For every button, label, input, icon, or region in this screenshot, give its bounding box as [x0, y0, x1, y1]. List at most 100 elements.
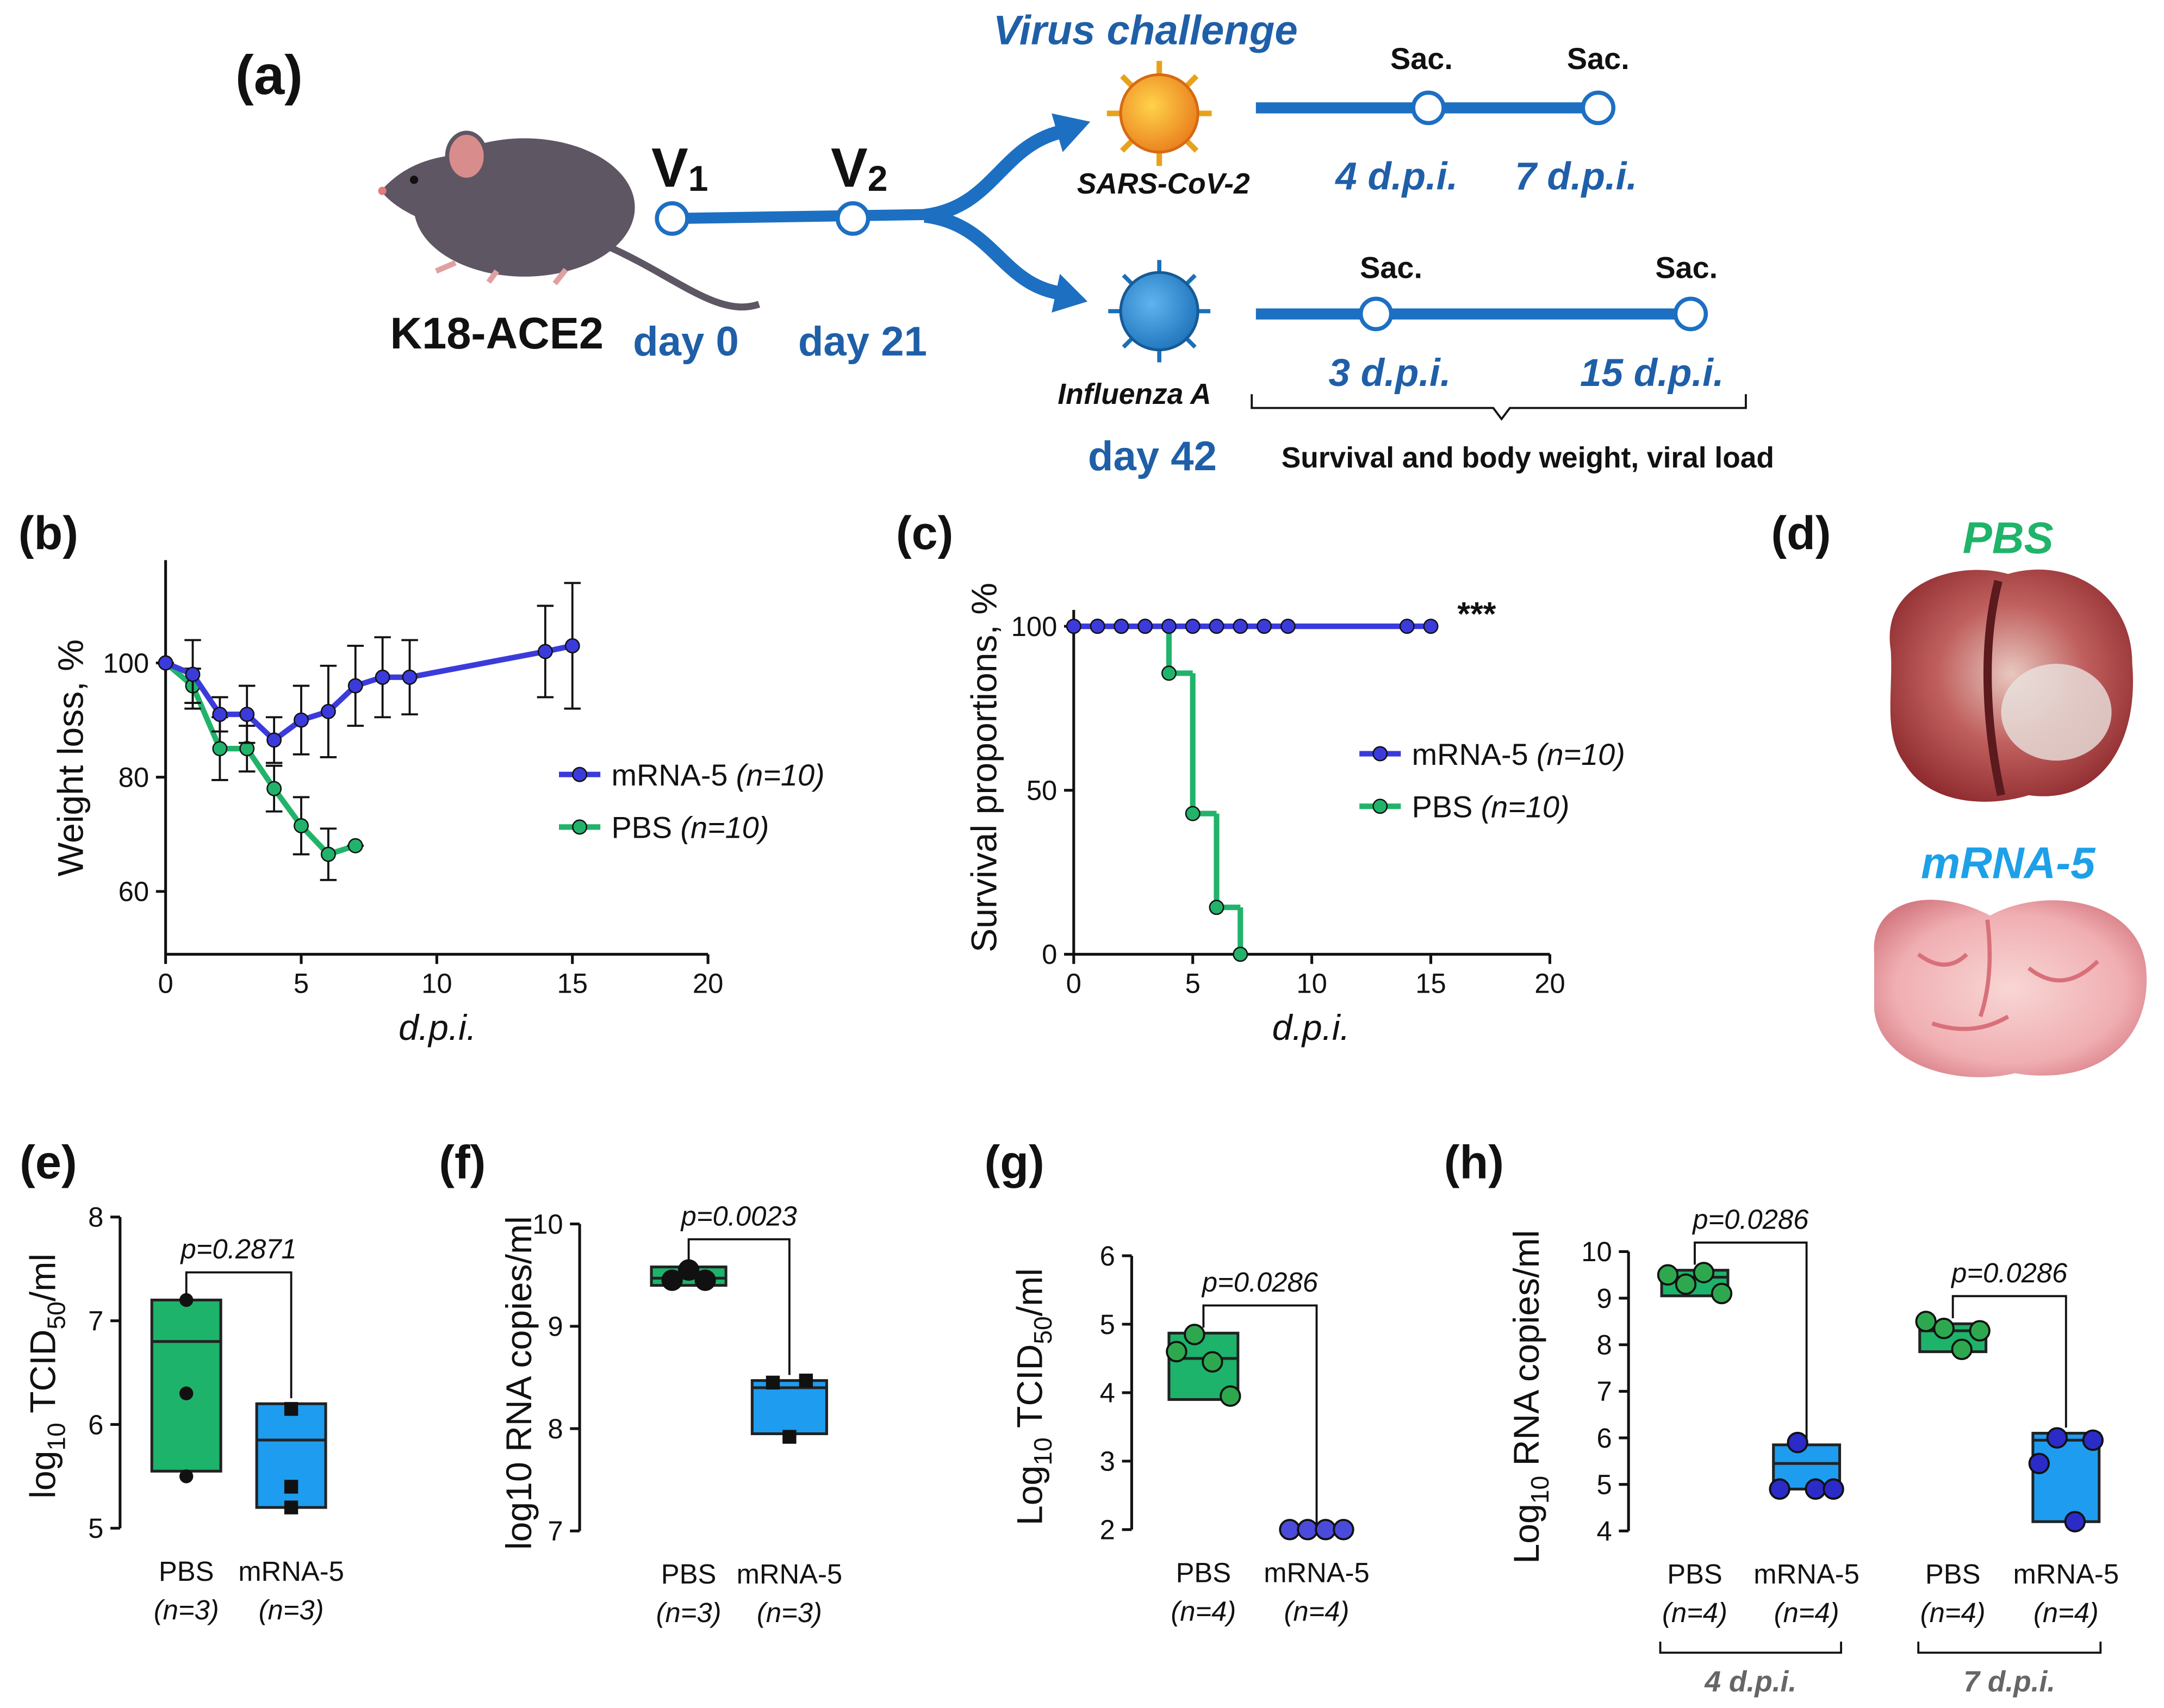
data-point — [179, 1386, 194, 1400]
legend-label: mRNA-5 (n=10) — [611, 758, 824, 792]
data-point — [347, 838, 363, 853]
x-tick-label: 5 — [1185, 968, 1201, 999]
y-axis-label-part: /ml — [1010, 1268, 1050, 1316]
x-tick-label: PBS — [159, 1556, 214, 1587]
x-tick-label: 20 — [693, 968, 723, 999]
mouse-eye — [409, 176, 419, 184]
x-tick-label: PBS — [1925, 1559, 1981, 1589]
data-point — [1399, 619, 1415, 634]
data-point — [320, 846, 336, 862]
y-axis-label-part: TCID — [23, 1330, 64, 1423]
sars-virus-icon — [1106, 60, 1212, 166]
virus-label: Influenza A — [1058, 378, 1211, 410]
y-tick-label: 100 — [1011, 611, 1058, 642]
mouse-nose — [378, 186, 387, 195]
mouse-tail — [606, 243, 761, 310]
data-point — [564, 638, 580, 653]
data-point — [284, 1500, 299, 1514]
n-label: (n=3) — [154, 1594, 219, 1625]
challenge-label: Virus challenge — [993, 7, 1298, 53]
y-tick-label: 4 — [1100, 1377, 1115, 1408]
data-point — [1333, 1519, 1354, 1541]
data-point — [766, 1375, 780, 1390]
data-point — [294, 818, 309, 834]
timeline-node — [835, 201, 870, 236]
timeline — [671, 209, 939, 225]
y-tick-label: 8 — [88, 1202, 103, 1233]
x-tick-label: 0 — [1066, 968, 1081, 999]
data-point — [1161, 619, 1177, 634]
y-tick-label: 60 — [119, 876, 149, 907]
y-tick-label: 6 — [1100, 1241, 1115, 1271]
x-tick-label: 10 — [421, 968, 452, 999]
x-tick-label: mRNA-5 — [238, 1556, 344, 1587]
legend-name: PBS — [1412, 790, 1473, 824]
data-point — [2082, 1429, 2104, 1451]
significance-bracket — [185, 1271, 293, 1399]
dpi-label: 7 d.p.i. — [1515, 155, 1637, 198]
data-point — [1166, 1341, 1187, 1363]
vaccination-label: V2 — [831, 136, 887, 199]
legend-label: PBS (n=10) — [611, 811, 769, 845]
data-point — [1933, 1318, 1955, 1339]
data-point — [1297, 1519, 1319, 1541]
y-tick-label: 9 — [1596, 1283, 1612, 1314]
y-axis-label: Weight loss, % — [51, 639, 91, 876]
y-axis-label-part: RNA copies/ml — [1507, 1230, 1547, 1476]
p-value: p=0.2871 — [180, 1233, 297, 1264]
y-tick-label: 3 — [1100, 1446, 1115, 1477]
timeline-node — [1411, 90, 1446, 126]
y-tick-label: 7 — [88, 1305, 103, 1336]
y-tick-label: 7 — [1596, 1376, 1612, 1407]
data-point — [1693, 1262, 1715, 1283]
y-tick-label: 8 — [1596, 1329, 1612, 1360]
y-tick-label: 10 — [532, 1208, 563, 1239]
data-point — [239, 707, 255, 722]
arrowhead — [1052, 113, 1091, 152]
y-axis-label-part: 50 — [42, 1301, 70, 1329]
v-part: V — [831, 136, 868, 198]
data-point — [266, 732, 282, 748]
x-axis-label: d.p.i. — [399, 1008, 476, 1048]
p-value: p=0.0286 — [1692, 1204, 1809, 1235]
y-axis-label-part: /ml — [23, 1254, 64, 1301]
n-label: (n=4) — [1171, 1596, 1236, 1627]
day-label: day 21 — [798, 319, 927, 365]
data-point — [1114, 619, 1129, 634]
readout-label: Survival and body weight, viral load — [1282, 442, 1774, 474]
legend-n: (n=10) — [680, 811, 769, 845]
data-point — [1279, 1519, 1301, 1541]
data-point — [1423, 619, 1439, 634]
series-line — [164, 643, 573, 744]
y-tick-label: 6 — [1596, 1423, 1612, 1454]
lung-photo — [1874, 900, 2147, 1077]
x-tick-label: 5 — [294, 968, 309, 999]
data-point — [1185, 619, 1201, 634]
y-axis-label: log10 RNA copies/ml — [499, 1216, 539, 1550]
legend-marker — [1372, 746, 1388, 762]
data-point — [2046, 1427, 2068, 1449]
p-value: p=0.0023 — [680, 1200, 797, 1231]
annotation: *** — [1457, 595, 1496, 632]
y-axis-label-part: log — [23, 1451, 64, 1499]
y-tick-label: 5 — [1100, 1309, 1115, 1340]
mouse-illustration — [378, 130, 761, 310]
panel-label: (f) — [439, 1137, 486, 1189]
panel-label: (c) — [896, 507, 953, 559]
n-label: (n=4) — [1284, 1596, 1350, 1627]
mouse-head — [381, 154, 470, 228]
animal-label: K18-ACE2 — [390, 309, 604, 358]
data-point — [1711, 1282, 1733, 1305]
data-point — [1280, 619, 1296, 634]
y-axis-label: log10 TCID50/ml — [23, 1254, 71, 1499]
data-point — [294, 712, 309, 728]
x-tick-label: 15 — [1415, 968, 1446, 999]
x-tick-label: 0 — [158, 968, 173, 999]
y-axis-label-part: Log — [1010, 1466, 1050, 1525]
panel-label: (g) — [985, 1137, 1044, 1189]
data-point — [179, 1469, 194, 1483]
data-point — [1184, 1324, 1205, 1345]
lung-detail — [1983, 579, 2005, 796]
y-axis-label-part: log10 RNA copies/ml — [499, 1216, 539, 1550]
